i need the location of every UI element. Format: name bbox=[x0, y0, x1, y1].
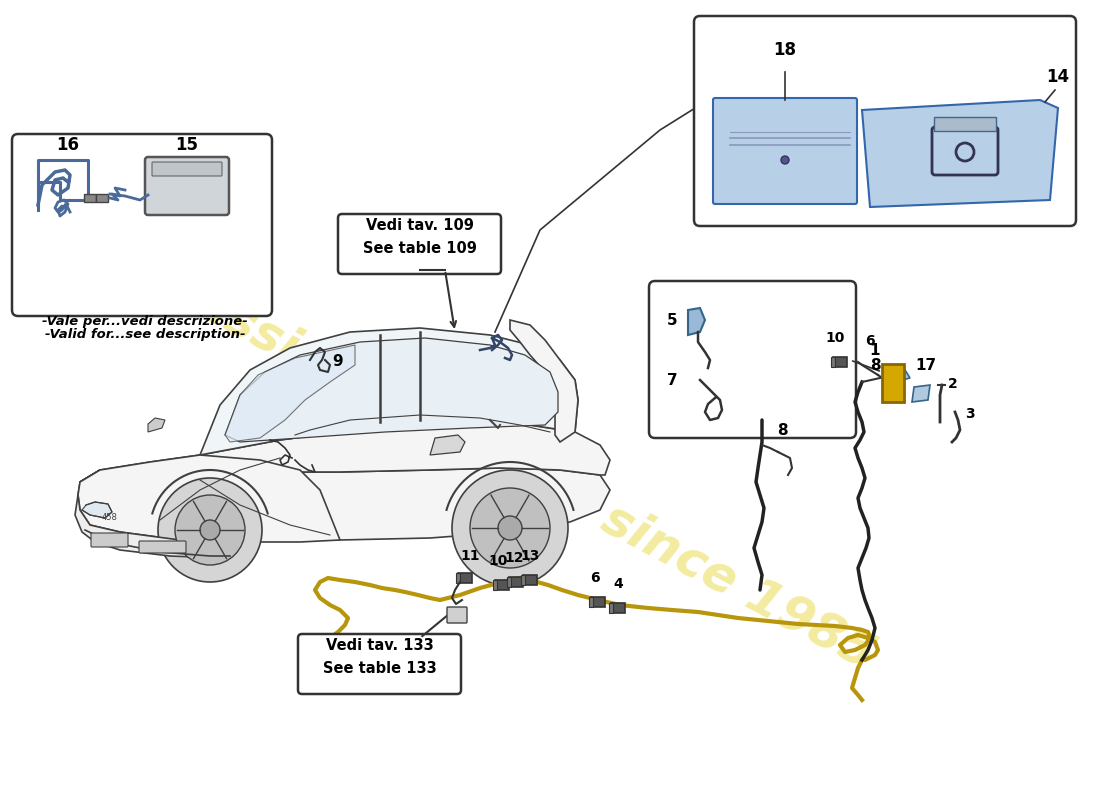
Polygon shape bbox=[430, 435, 465, 455]
Polygon shape bbox=[148, 418, 165, 432]
Text: 7: 7 bbox=[667, 373, 678, 388]
Text: 11: 11 bbox=[460, 549, 480, 563]
Text: 10: 10 bbox=[488, 554, 508, 568]
Text: 18: 18 bbox=[773, 41, 796, 59]
FancyBboxPatch shape bbox=[507, 577, 512, 587]
Text: 2: 2 bbox=[948, 377, 958, 391]
FancyBboxPatch shape bbox=[588, 597, 593, 607]
Text: 15: 15 bbox=[176, 136, 198, 154]
Text: 9: 9 bbox=[332, 354, 343, 369]
Text: 6: 6 bbox=[591, 571, 600, 585]
Polygon shape bbox=[78, 455, 340, 542]
Text: 14: 14 bbox=[1046, 68, 1069, 86]
FancyBboxPatch shape bbox=[12, 134, 272, 316]
FancyBboxPatch shape bbox=[830, 357, 835, 367]
FancyBboxPatch shape bbox=[649, 281, 856, 438]
Polygon shape bbox=[510, 320, 578, 442]
Text: 8: 8 bbox=[777, 423, 788, 438]
FancyBboxPatch shape bbox=[521, 575, 525, 585]
FancyBboxPatch shape bbox=[84, 194, 96, 202]
FancyBboxPatch shape bbox=[458, 573, 472, 583]
Text: 4: 4 bbox=[613, 577, 623, 591]
Circle shape bbox=[158, 478, 262, 582]
Text: 13: 13 bbox=[520, 549, 540, 563]
FancyBboxPatch shape bbox=[609, 603, 613, 613]
Circle shape bbox=[470, 488, 550, 568]
Polygon shape bbox=[226, 345, 355, 442]
FancyBboxPatch shape bbox=[934, 117, 996, 131]
Circle shape bbox=[498, 516, 522, 540]
Text: 1: 1 bbox=[870, 343, 880, 358]
FancyBboxPatch shape bbox=[145, 157, 229, 215]
Text: 16: 16 bbox=[56, 136, 79, 154]
Polygon shape bbox=[80, 422, 610, 482]
FancyBboxPatch shape bbox=[495, 580, 509, 590]
Circle shape bbox=[200, 520, 220, 540]
FancyBboxPatch shape bbox=[338, 214, 500, 274]
Text: passion for parts since 1985: passion for parts since 1985 bbox=[156, 262, 884, 678]
Polygon shape bbox=[862, 100, 1058, 207]
Polygon shape bbox=[82, 502, 112, 518]
FancyBboxPatch shape bbox=[509, 577, 522, 587]
Polygon shape bbox=[226, 338, 558, 442]
Text: 3: 3 bbox=[965, 407, 975, 421]
FancyBboxPatch shape bbox=[882, 364, 904, 402]
Polygon shape bbox=[688, 308, 705, 335]
Circle shape bbox=[781, 156, 789, 164]
FancyBboxPatch shape bbox=[493, 580, 497, 590]
FancyBboxPatch shape bbox=[610, 603, 625, 613]
Text: Vedi tav. 109
See table 109: Vedi tav. 109 See table 109 bbox=[363, 218, 477, 256]
Polygon shape bbox=[200, 328, 578, 455]
Circle shape bbox=[175, 495, 245, 565]
FancyBboxPatch shape bbox=[91, 533, 128, 547]
FancyBboxPatch shape bbox=[298, 634, 461, 694]
FancyBboxPatch shape bbox=[833, 357, 847, 367]
Text: 17: 17 bbox=[915, 358, 936, 373]
Text: Vedi tav. 133
See table 133: Vedi tav. 133 See table 133 bbox=[323, 638, 437, 675]
FancyBboxPatch shape bbox=[447, 607, 468, 623]
Text: 6: 6 bbox=[866, 334, 874, 348]
FancyBboxPatch shape bbox=[139, 541, 186, 553]
Polygon shape bbox=[912, 385, 930, 402]
FancyBboxPatch shape bbox=[96, 194, 108, 202]
Text: 458: 458 bbox=[102, 513, 118, 522]
Polygon shape bbox=[78, 468, 611, 540]
Text: -Valid for...see description-: -Valid for...see description- bbox=[45, 328, 245, 341]
Text: 5: 5 bbox=[667, 313, 678, 328]
Polygon shape bbox=[75, 495, 220, 558]
Text: 12: 12 bbox=[504, 551, 524, 565]
Text: 8: 8 bbox=[870, 358, 880, 373]
FancyBboxPatch shape bbox=[713, 98, 857, 204]
FancyBboxPatch shape bbox=[694, 16, 1076, 226]
FancyBboxPatch shape bbox=[456, 573, 460, 583]
FancyBboxPatch shape bbox=[522, 575, 537, 585]
FancyBboxPatch shape bbox=[591, 597, 605, 607]
Text: 10: 10 bbox=[825, 331, 845, 345]
Polygon shape bbox=[895, 370, 910, 380]
FancyBboxPatch shape bbox=[152, 162, 222, 176]
Text: -Vale per...vedi descrizione-: -Vale per...vedi descrizione- bbox=[42, 315, 248, 328]
Circle shape bbox=[452, 470, 568, 586]
